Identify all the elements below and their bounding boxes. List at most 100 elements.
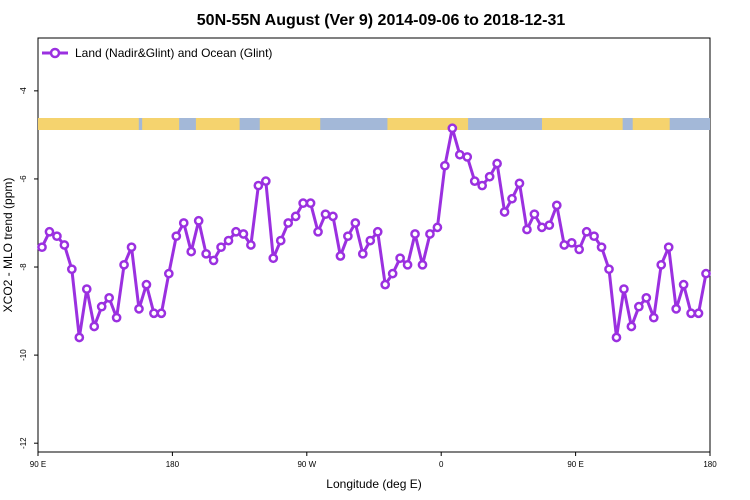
data-point — [574, 244, 585, 255]
data-point — [216, 242, 226, 253]
data-point — [492, 158, 502, 169]
data-point — [634, 301, 644, 312]
series-land-ocean — [37, 123, 711, 343]
data-point — [484, 171, 495, 182]
data-point — [477, 180, 488, 191]
data-point — [641, 293, 652, 303]
land-band-segment — [38, 118, 139, 130]
data-point — [141, 279, 152, 290]
data-point — [507, 193, 517, 204]
data-point — [171, 231, 182, 242]
data-point — [395, 253, 405, 264]
data-point — [566, 237, 577, 248]
legend-label: Land (Nadir&Glint) and Ocean (Glint) — [75, 46, 272, 60]
data-point — [656, 259, 667, 270]
data-point — [178, 218, 189, 228]
data-point — [44, 226, 55, 237]
data-point — [253, 180, 264, 191]
data-point — [410, 229, 420, 239]
y-tick-label: -6 — [19, 175, 28, 183]
x-tick-label: 180 — [166, 460, 180, 469]
data-point — [357, 248, 368, 259]
data-point — [581, 226, 592, 237]
land-band-segment — [259, 118, 321, 130]
data-point — [611, 332, 622, 343]
data-point — [596, 242, 607, 253]
data-point — [693, 308, 704, 319]
x-axis: 90 E 180 90 W 0 90 E 180 — [30, 452, 717, 469]
data-point — [208, 255, 219, 266]
data-point — [469, 176, 480, 186]
legend-swatch-marker — [49, 47, 61, 59]
land-band-segment — [542, 118, 623, 130]
data-point — [663, 242, 674, 253]
y-tick-label: -4 — [19, 87, 28, 95]
land-band-segment — [195, 118, 240, 130]
data-point — [52, 231, 62, 242]
x-tick-label: 90 E — [30, 460, 46, 469]
data-point — [529, 209, 540, 220]
data-point — [417, 259, 428, 270]
data-point — [298, 198, 308, 209]
data-point — [454, 149, 465, 160]
data-point — [372, 226, 383, 237]
data-point — [514, 178, 525, 189]
data-point — [589, 231, 599, 242]
data-point — [305, 198, 316, 209]
data-point — [380, 279, 391, 290]
data-point — [59, 240, 70, 250]
y-tick-label: -8 — [19, 263, 28, 271]
plot-frame — [37, 37, 711, 453]
data-point — [283, 218, 294, 228]
data-point — [499, 207, 510, 217]
data-point — [440, 160, 450, 171]
data-point — [626, 321, 637, 332]
data-point — [387, 268, 398, 279]
data-point — [648, 312, 659, 323]
y-axis-label: XCO2 - MLO trend (ppm) — [1, 178, 15, 313]
x-tick-label: 90 W — [297, 460, 316, 469]
data-point — [402, 259, 413, 270]
data-point — [74, 332, 85, 343]
data-point — [201, 248, 211, 259]
y-tick-label: -10 — [19, 349, 28, 361]
x-tick-label: 180 — [703, 460, 717, 469]
data-point — [462, 152, 473, 162]
data-point — [260, 176, 271, 186]
data-point — [37, 242, 47, 253]
data-point — [81, 284, 92, 294]
data-point — [328, 211, 338, 222]
data-point — [268, 253, 279, 264]
data-point — [320, 209, 331, 220]
data-point — [447, 123, 458, 134]
data-point — [365, 235, 376, 246]
data-point — [156, 308, 167, 319]
data-point — [246, 240, 256, 250]
data-point — [559, 240, 570, 250]
data-point — [193, 215, 204, 226]
data-point — [163, 268, 174, 279]
data-point — [231, 226, 241, 237]
data-point — [544, 220, 555, 231]
data-point — [313, 226, 323, 237]
data-point — [537, 222, 547, 233]
land-band-segment — [142, 118, 180, 130]
data-point — [671, 304, 682, 314]
data-point — [149, 308, 159, 319]
chart-title: 50N-55N August (Ver 9) 2014-09-06 to 201… — [197, 12, 566, 29]
data-point — [126, 242, 137, 253]
data-point — [119, 259, 129, 270]
data-point — [238, 229, 249, 239]
data-point — [701, 268, 711, 279]
data-point — [350, 218, 361, 228]
land-ocean-band — [38, 118, 710, 130]
data-point — [223, 235, 234, 246]
y-tick-label: -12 — [19, 437, 28, 449]
x-tick-label: 0 — [439, 460, 444, 469]
data-point — [290, 211, 301, 222]
x-tick-label: 90 E — [567, 460, 583, 469]
data-point — [66, 264, 77, 275]
data-point — [96, 301, 107, 312]
data-point — [111, 312, 122, 323]
